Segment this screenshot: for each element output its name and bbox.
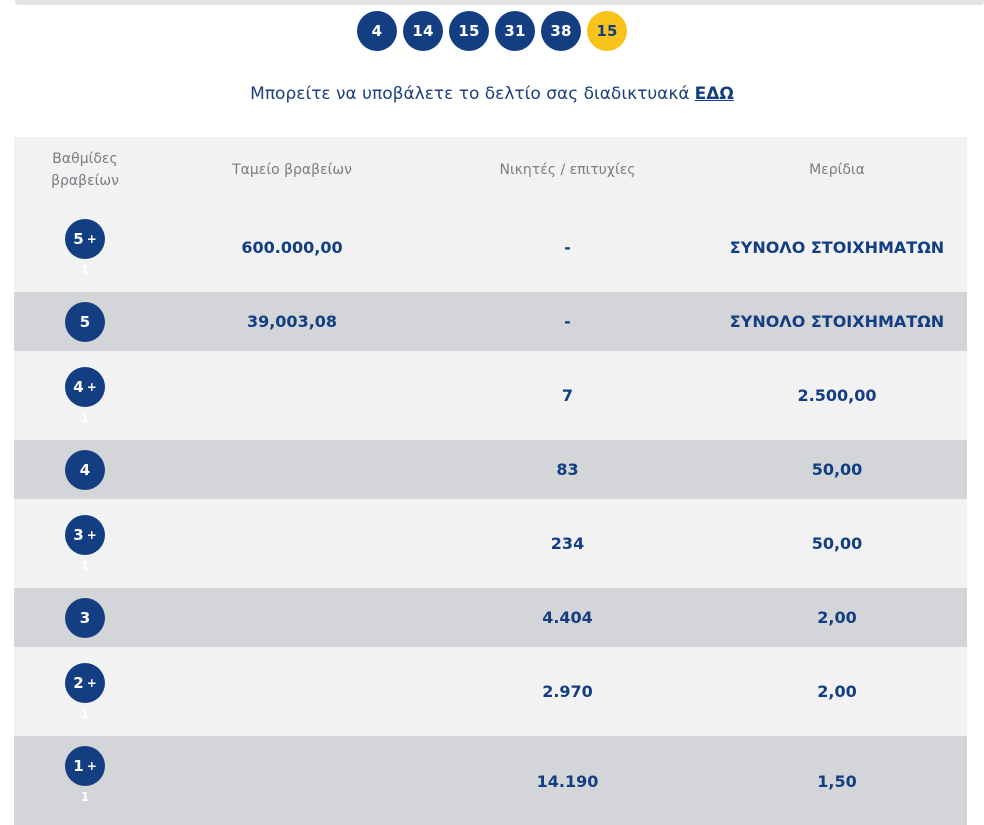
winners-count: 4.404 xyxy=(542,608,593,627)
prize-row: 2 + 1 2.970 2,00 xyxy=(14,647,967,736)
prize-fund xyxy=(156,736,428,772)
category-number: 5 xyxy=(73,229,84,248)
winning-number-ball: 31 xyxy=(495,11,535,51)
top-divider xyxy=(15,0,984,5)
winning-number-ball: 14 xyxy=(403,11,443,51)
category-plus: + xyxy=(86,231,97,246)
prize-share: ΣΥΝΟΛΟ ΣΤΟΙΧΗΜΑΤΩΝ xyxy=(729,312,945,331)
prize-table: Βαθμίδες βραβείων Ταμείο βραβείων Νικητέ… xyxy=(14,137,967,825)
winners-count: - xyxy=(564,312,571,331)
prize-row: 1 + 1 14.190 1,50 xyxy=(14,736,967,825)
prize-share: 50,00 xyxy=(811,534,863,553)
prize-table-header: Βαθμίδες βραβείων Ταμείο βραβείων Νικητέ… xyxy=(14,137,967,203)
category-joker-count: 1 xyxy=(80,790,90,804)
prize-category: 1 + 1 xyxy=(14,736,156,804)
category-number: 3 xyxy=(73,525,84,544)
category-ball: 4 + xyxy=(65,366,105,407)
prize-share: 2,00 xyxy=(817,608,857,627)
winning-number-ball: 15 xyxy=(449,11,489,51)
prize-row: 5 39,003,08 - ΣΥΝΟΛΟ ΣΤΟΙΧΗΜΑΤΩΝ xyxy=(14,292,967,351)
category-plus: + xyxy=(86,379,97,394)
category-number: 4 xyxy=(79,460,91,479)
header-fund: Ταμείο βραβείων xyxy=(232,162,352,178)
category-ball: 2 + xyxy=(65,662,105,703)
category-joker-count: 1 xyxy=(80,558,90,573)
category-number: 3 xyxy=(79,608,91,627)
prize-category: 3 + 1 xyxy=(14,514,156,573)
winning-numbers: 4 14 15 31 38 15 xyxy=(0,11,984,51)
prize-fund: 39,003,08 xyxy=(246,312,338,331)
prize-row: 3 4.404 2,00 xyxy=(14,588,967,647)
prize-category: 4 + 1 xyxy=(14,366,156,425)
prize-fund: 600.000,00 xyxy=(241,238,343,257)
winning-number-ball: 38 xyxy=(541,11,581,51)
winners-count: 83 xyxy=(556,460,579,479)
category-ball: 3 + xyxy=(65,514,105,555)
prize-row: 4 83 50,00 xyxy=(14,440,967,499)
prize-category: 4 xyxy=(14,449,156,490)
prize-category: 5 + 1 xyxy=(14,218,156,277)
prize-category: 2 + 1 xyxy=(14,662,156,721)
category-number: 2 xyxy=(73,673,84,692)
prize-share: 2,00 xyxy=(817,682,857,701)
category-ball: 4 xyxy=(65,449,105,490)
header-winners: Νικητές / επιτυχίες xyxy=(499,162,636,178)
online-submit-text: Μπορείτε να υποβάλετε το δελτίο σας διαδ… xyxy=(250,84,690,104)
category-number: 4 xyxy=(73,377,84,396)
category-ball: 5 + xyxy=(65,218,105,259)
prize-row: 3 + 1 234 50,00 xyxy=(14,499,967,588)
winners-count: - xyxy=(564,238,571,257)
category-ball: 1 + xyxy=(65,746,105,786)
prize-category: 5 xyxy=(14,301,156,342)
category-number: 1 xyxy=(73,757,84,775)
winners-count: 2.970 xyxy=(542,682,593,701)
category-ball: 3 xyxy=(65,597,105,638)
prize-category: 3 xyxy=(14,597,156,638)
prize-share: 2.500,00 xyxy=(797,386,877,405)
winning-number-ball: 4 xyxy=(357,11,397,51)
category-number: 5 xyxy=(79,312,91,331)
online-submit-link[interactable]: ΕΔΩ xyxy=(694,84,734,104)
category-joker-count: 1 xyxy=(80,410,90,425)
category-ball: 5 xyxy=(65,301,105,342)
online-submit-notice: Μπορείτε να υποβάλετε το δελτίο σας διαδ… xyxy=(0,84,984,104)
category-plus: + xyxy=(86,675,97,690)
prize-row: 4 + 1 7 2.500,00 xyxy=(14,351,967,440)
prize-share: 50,00 xyxy=(811,460,863,479)
joker-number-ball: 15 xyxy=(587,11,627,51)
winners-count: 7 xyxy=(561,386,574,405)
category-joker-count: 1 xyxy=(80,706,90,721)
prize-share: 1,50 xyxy=(817,772,857,791)
prize-row: 5 + 1 600.000,00 - ΣΥΝΟΛΟ ΣΤΟΙΧΗΜΑΤΩΝ xyxy=(14,203,967,292)
category-plus: + xyxy=(86,759,97,773)
category-plus: + xyxy=(86,527,97,542)
header-category: Βαθμίδες βραβείων xyxy=(51,151,119,189)
category-joker-count: 1 xyxy=(80,262,90,277)
winners-count: 14.190 xyxy=(536,772,599,791)
winners-count: 234 xyxy=(550,534,585,553)
prize-share: ΣΥΝΟΛΟ ΣΤΟΙΧΗΜΑΤΩΝ xyxy=(729,238,945,257)
header-share: Μερίδια xyxy=(809,162,865,178)
